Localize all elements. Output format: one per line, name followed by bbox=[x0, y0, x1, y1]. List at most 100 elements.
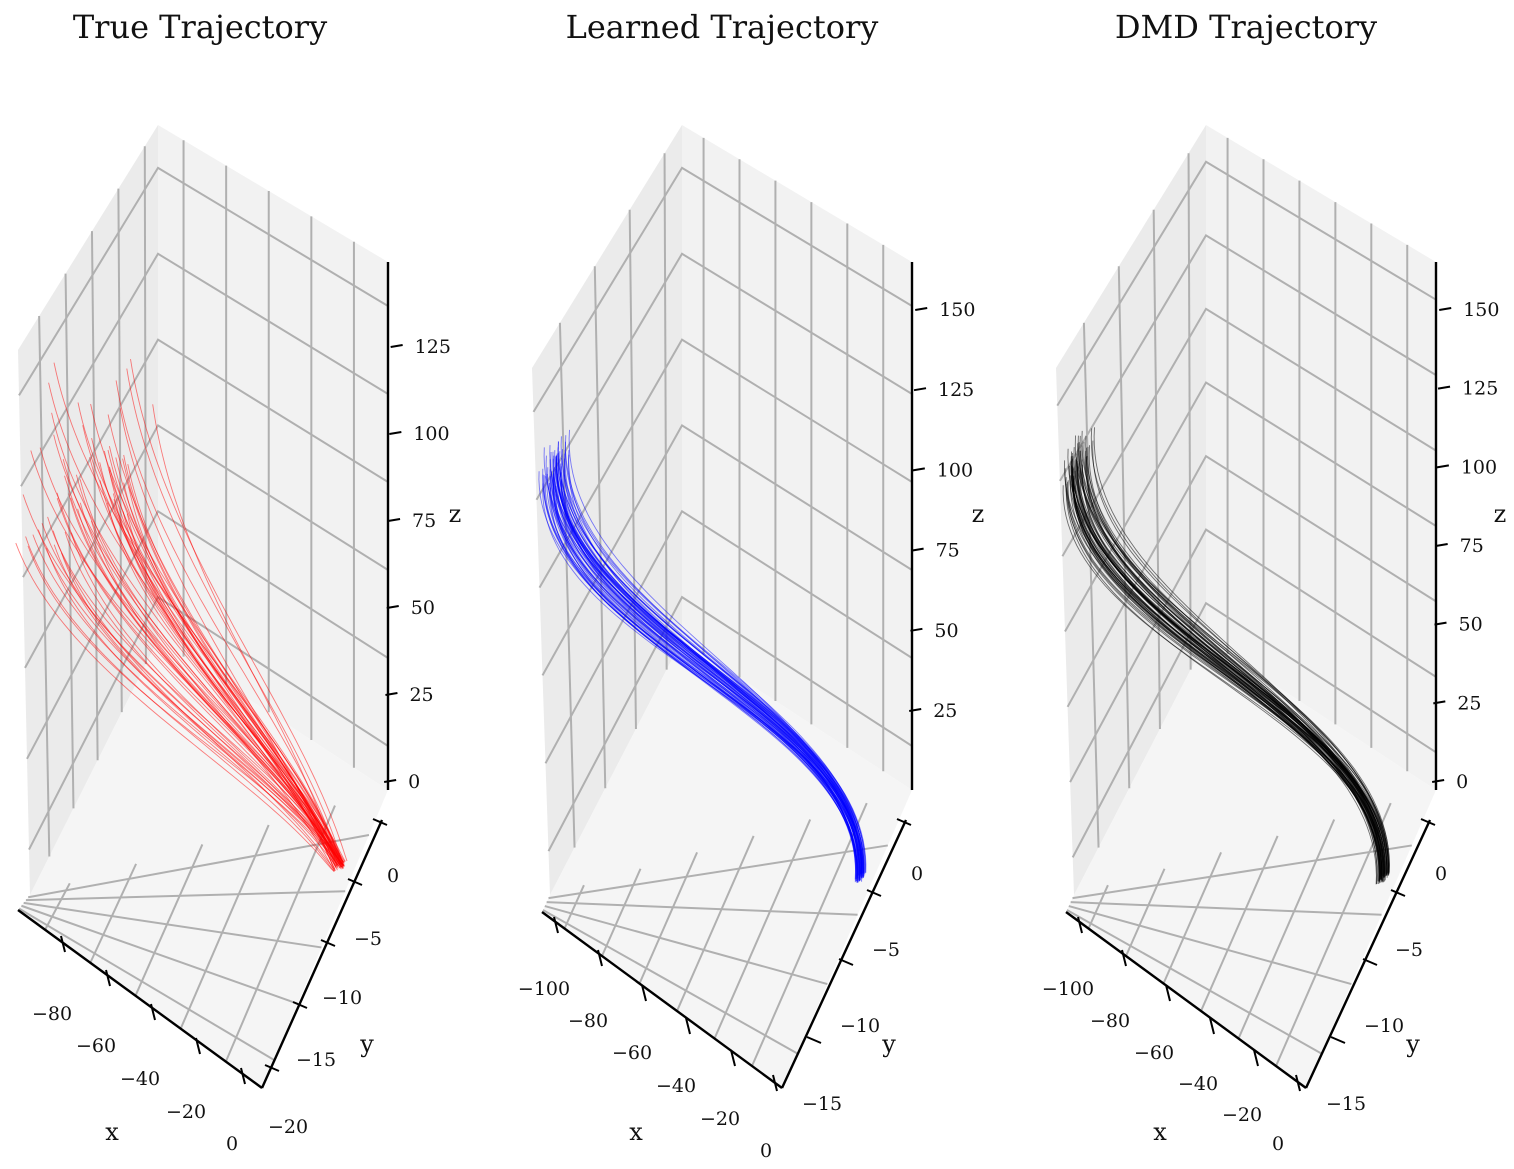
chart-title: Learned Trajectory bbox=[566, 8, 879, 46]
z-grid-line bbox=[26, 509, 389, 760]
floor-grid-line bbox=[601, 868, 642, 957]
floor-grid-line bbox=[1066, 909, 1322, 1055]
trajectory-line bbox=[45, 547, 338, 868]
y-tick-label: 0 bbox=[911, 863, 923, 885]
z-tick-mark bbox=[1431, 779, 1445, 783]
floor-grid-line bbox=[89, 863, 137, 964]
trajectory-line bbox=[75, 474, 336, 872]
trajectory-line bbox=[1072, 468, 1381, 883]
z-tick-label: 125 bbox=[1462, 378, 1498, 400]
z-grid-line bbox=[538, 338, 913, 589]
x-tick-label: −40 bbox=[120, 1068, 160, 1090]
y-tick-mark bbox=[264, 1064, 280, 1072]
trajectory-line bbox=[109, 466, 339, 867]
x-tick-mark bbox=[150, 1003, 156, 1021]
trajectory-line bbox=[557, 441, 863, 878]
trajectory-line bbox=[1071, 452, 1380, 882]
z-tick-label: 50 bbox=[411, 597, 435, 619]
x-tick-label: 0 bbox=[1272, 1133, 1284, 1155]
x-axis-line bbox=[1065, 911, 1307, 1089]
x-tick-label: −80 bbox=[1090, 1010, 1130, 1032]
x-tick-label: −60 bbox=[612, 1042, 652, 1064]
trajectory-line bbox=[51, 412, 336, 870]
floor-grid-line bbox=[1275, 802, 1392, 1067]
y-axis-label: y bbox=[1405, 1030, 1420, 1058]
x-tick-mark bbox=[597, 949, 603, 967]
side-grid-line bbox=[663, 153, 668, 670]
z-tick-label: 100 bbox=[937, 459, 973, 481]
z-axis-label: z bbox=[1494, 500, 1507, 528]
y-tick-label: −20 bbox=[268, 1116, 308, 1138]
trajectory-line bbox=[61, 552, 345, 867]
y-axis-label: y bbox=[359, 1030, 374, 1058]
x-tick-label: −20 bbox=[1222, 1104, 1262, 1126]
y-tick-mark bbox=[347, 878, 363, 886]
z-grid-line bbox=[541, 423, 913, 676]
x-tick-mark bbox=[641, 984, 647, 1002]
floor-grid-line bbox=[544, 905, 828, 986]
z-grid-line bbox=[535, 252, 913, 501]
trajectory-line bbox=[47, 516, 342, 863]
trajectory-line bbox=[82, 425, 344, 863]
y-tick-mark bbox=[806, 1036, 822, 1044]
z-tick-mark bbox=[1433, 700, 1446, 705]
z-tick-mark bbox=[390, 344, 403, 348]
y-tick-label: −5 bbox=[872, 939, 900, 961]
floor-grid-line bbox=[23, 901, 322, 949]
z-tick-mark bbox=[383, 779, 397, 783]
x-tick-label: −80 bbox=[32, 1003, 72, 1025]
trajectory-line bbox=[15, 542, 335, 872]
z-tick-label: 125 bbox=[938, 379, 974, 401]
z-tick-label: 100 bbox=[1461, 456, 1497, 478]
floor-pane bbox=[542, 640, 912, 1088]
trajectory-line bbox=[56, 497, 343, 865]
floor-grid-line bbox=[751, 802, 868, 1067]
trajectory-line bbox=[557, 452, 858, 883]
trajectory-series bbox=[1062, 427, 1390, 885]
z-tick-mark bbox=[385, 692, 398, 696]
y-tick-label: −10 bbox=[840, 1015, 880, 1037]
y-tick-mark bbox=[1330, 1036, 1346, 1044]
y-tick-mark bbox=[896, 818, 912, 826]
x-tick-label: −100 bbox=[518, 978, 570, 1000]
floor-grid-line bbox=[638, 851, 698, 984]
trajectory-line bbox=[538, 471, 859, 879]
trajectory-line bbox=[126, 368, 344, 866]
z-tick-label: 100 bbox=[413, 423, 449, 445]
trajectory-line bbox=[1081, 445, 1383, 882]
floor-grid-line bbox=[1072, 844, 1412, 900]
floor-grid-line bbox=[548, 844, 888, 900]
z-tick-label: 150 bbox=[939, 299, 975, 321]
y-tick-label: −5 bbox=[1395, 939, 1423, 961]
trajectory-line bbox=[27, 545, 342, 870]
z-tick-label: 75 bbox=[412, 510, 436, 532]
x-tick-mark bbox=[105, 969, 111, 987]
chart-title: DMD Trajectory bbox=[1115, 8, 1377, 46]
floor-pane bbox=[1066, 640, 1436, 1088]
floor-grid-line bbox=[134, 844, 204, 997]
z-tick-mark bbox=[386, 605, 399, 609]
side-grid-line bbox=[628, 209, 637, 729]
trajectory-line bbox=[130, 359, 348, 862]
dmd-trajectory-panel: 0 25 50 75 100 125 150 −100 −80−60−40−20 0 0 −5 −10 −… bbox=[1042, 8, 1506, 1155]
z-tick-label: 25 bbox=[933, 700, 957, 722]
floor-grid-line bbox=[21, 904, 298, 1005]
trajectory-line bbox=[32, 534, 345, 867]
y-tick-label: −10 bbox=[1364, 1015, 1404, 1037]
z-tick-mark bbox=[1437, 385, 1451, 390]
floor-grid-line bbox=[676, 835, 755, 1012]
x-tick-label: 0 bbox=[760, 1140, 772, 1162]
floor-grid-line bbox=[546, 901, 858, 916]
floor-grid-line bbox=[1200, 835, 1279, 1012]
true-trajectory-panel: 0 25 50 75 100 125 −80−60−40 −20 0 0 −5 −10 −15 −20 Tr… bbox=[15, 8, 461, 1155]
x-tick-mark bbox=[685, 1017, 691, 1035]
trajectory-line bbox=[568, 429, 861, 882]
x-tick-label: −40 bbox=[656, 1075, 696, 1097]
trajectory-line bbox=[52, 530, 336, 871]
z-tick-mark bbox=[910, 627, 923, 632]
floor-grid-line bbox=[542, 909, 798, 1055]
trajectory-series bbox=[538, 429, 867, 883]
trajectory-line bbox=[127, 464, 344, 865]
y-tick-mark bbox=[320, 939, 336, 947]
y-tick-mark bbox=[838, 958, 854, 966]
